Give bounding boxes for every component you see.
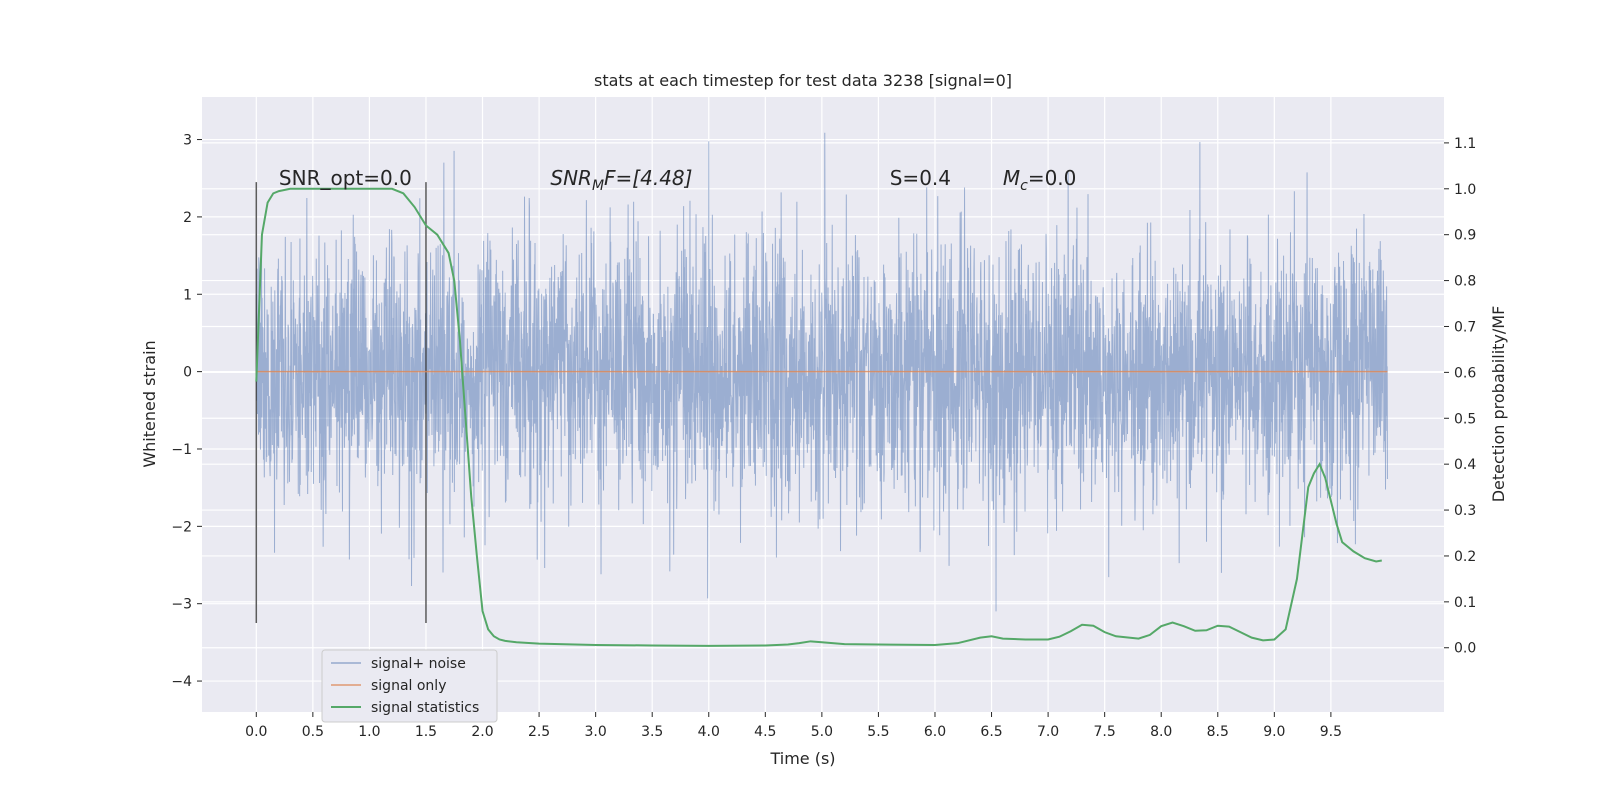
y2-tick-label: 0.5 — [1454, 411, 1476, 427]
series-signal-noise — [255, 132, 1388, 612]
legend-label-stats: signal statistics — [371, 700, 479, 716]
y-tick-label: 0 — [183, 365, 192, 381]
x-tick-label: 9.0 — [1263, 724, 1285, 740]
y-tick-label: −4 — [171, 674, 192, 690]
y2-tick-label: 0.2 — [1454, 549, 1476, 565]
x-tick-label: 2.0 — [471, 724, 493, 740]
x-tick-label: 6.0 — [924, 724, 946, 740]
y2-tick-label: 1.0 — [1454, 182, 1476, 198]
x-tick-label: 4.5 — [754, 724, 776, 740]
x-tick-label: 8.5 — [1207, 724, 1229, 740]
x-tick-label: 5.5 — [867, 724, 889, 740]
y-tick-label: −2 — [171, 519, 192, 535]
annotation-3: Mc=0.0 — [1003, 166, 1077, 194]
legend: signal+ noise signal only signal statist… — [321, 649, 498, 723]
annotation-1: SNRMF=[4.48] — [550, 166, 692, 194]
x-tick-label: 7.5 — [1094, 724, 1116, 740]
y2-tick-label: 0.3 — [1454, 503, 1476, 519]
y2-tick-label: 0.6 — [1454, 365, 1476, 381]
y2-tick-label: 0.9 — [1454, 228, 1476, 244]
y-tick-label: −1 — [171, 442, 192, 458]
x-tick-label: 0.5 — [302, 724, 324, 740]
y-tick-label: 2 — [183, 210, 192, 226]
y2-tick-label: 0.1 — [1454, 595, 1476, 611]
x-tick-label: 3.0 — [585, 724, 607, 740]
x-axis-label: Time (s) — [769, 749, 835, 768]
legend-label-noise: signal+ noise — [371, 656, 466, 672]
chart-title: stats at each timestep for test data 323… — [594, 71, 1012, 90]
y2-tick-label: 0.4 — [1454, 457, 1476, 473]
series-signal-statistics — [255, 187, 1382, 647]
annotation-0: SNR_opt=0.0 — [279, 166, 412, 190]
x-tick-label: 5.0 — [811, 724, 833, 740]
x-tick-label: 1.5 — [415, 724, 437, 740]
y2-tick-label: 1.1 — [1454, 136, 1476, 152]
y2-tick-label: 0.7 — [1454, 319, 1476, 335]
annotation-2: S=0.4 — [890, 166, 951, 190]
y-axis-label: Whitened strain — [140, 340, 159, 467]
x-tick-label: 3.5 — [641, 724, 663, 740]
legend-box — [321, 649, 498, 723]
x-tick-label: 7.0 — [1037, 724, 1059, 740]
legend-label-signal: signal only — [371, 678, 446, 694]
line-signal-statistics — [255, 187, 1382, 647]
y2-axis-label: Detection probability/MF — [1489, 306, 1508, 503]
x-tick-label: 2.5 — [528, 724, 550, 740]
x-tick-label: 9.5 — [1320, 724, 1342, 740]
y2-tick-label: 0.0 — [1454, 641, 1476, 657]
x-tick-label: 6.5 — [980, 724, 1002, 740]
x-tick-label: 4.0 — [698, 724, 720, 740]
y2-tick-label: 0.8 — [1454, 274, 1476, 290]
line-signal-noise — [255, 132, 1388, 612]
annotations: SNR_opt=0.0 SNRMF=[4.48] S=0.4 Mc=0.0 — [279, 166, 1076, 194]
x-tick-label: 8.0 — [1150, 724, 1172, 740]
y-tick-label: 3 — [183, 133, 192, 149]
tick-labels: 0.0 0.5 1.0 1.5 2.0 2.5 3.0 3.5 4.0 4.5 5.0 5.5 6.0 6… — [171, 133, 1476, 740]
x-tick-label: 1.0 — [358, 724, 380, 740]
y-tick-label: −3 — [171, 597, 192, 613]
vertical-markers — [255, 182, 427, 624]
y-tick-label: 1 — [183, 287, 192, 303]
x-tick-label: 0.0 — [245, 724, 267, 740]
